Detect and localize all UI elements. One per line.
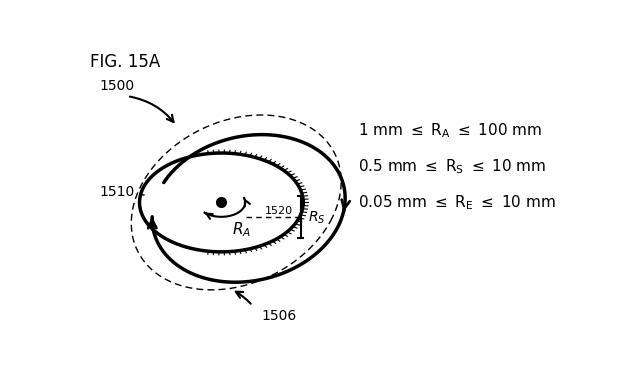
Text: FIG. 15A: FIG. 15A [90,53,160,71]
Text: 0.5 mm $\leq$ $\mathregular{R_S}$ $\leq$ 10 mm: 0.5 mm $\leq$ $\mathregular{R_S}$ $\leq$… [358,157,546,176]
Text: 1510: 1510 [100,185,135,199]
Text: 1506: 1506 [261,309,296,323]
Text: 1 mm $\leq$ $\mathregular{R_A}$ $\leq$ 100 mm: 1 mm $\leq$ $\mathregular{R_A}$ $\leq$ 1… [358,121,541,140]
Text: 1500: 1500 [100,79,135,93]
Text: $R_A$: $R_A$ [232,220,251,239]
Text: 1520: 1520 [265,207,293,216]
Text: $R_S$: $R_S$ [308,209,326,226]
Text: 0.05 mm $\leq$ $\mathregular{R_E}$ $\leq$ 10 mm: 0.05 mm $\leq$ $\mathregular{R_E}$ $\leq… [358,193,556,212]
